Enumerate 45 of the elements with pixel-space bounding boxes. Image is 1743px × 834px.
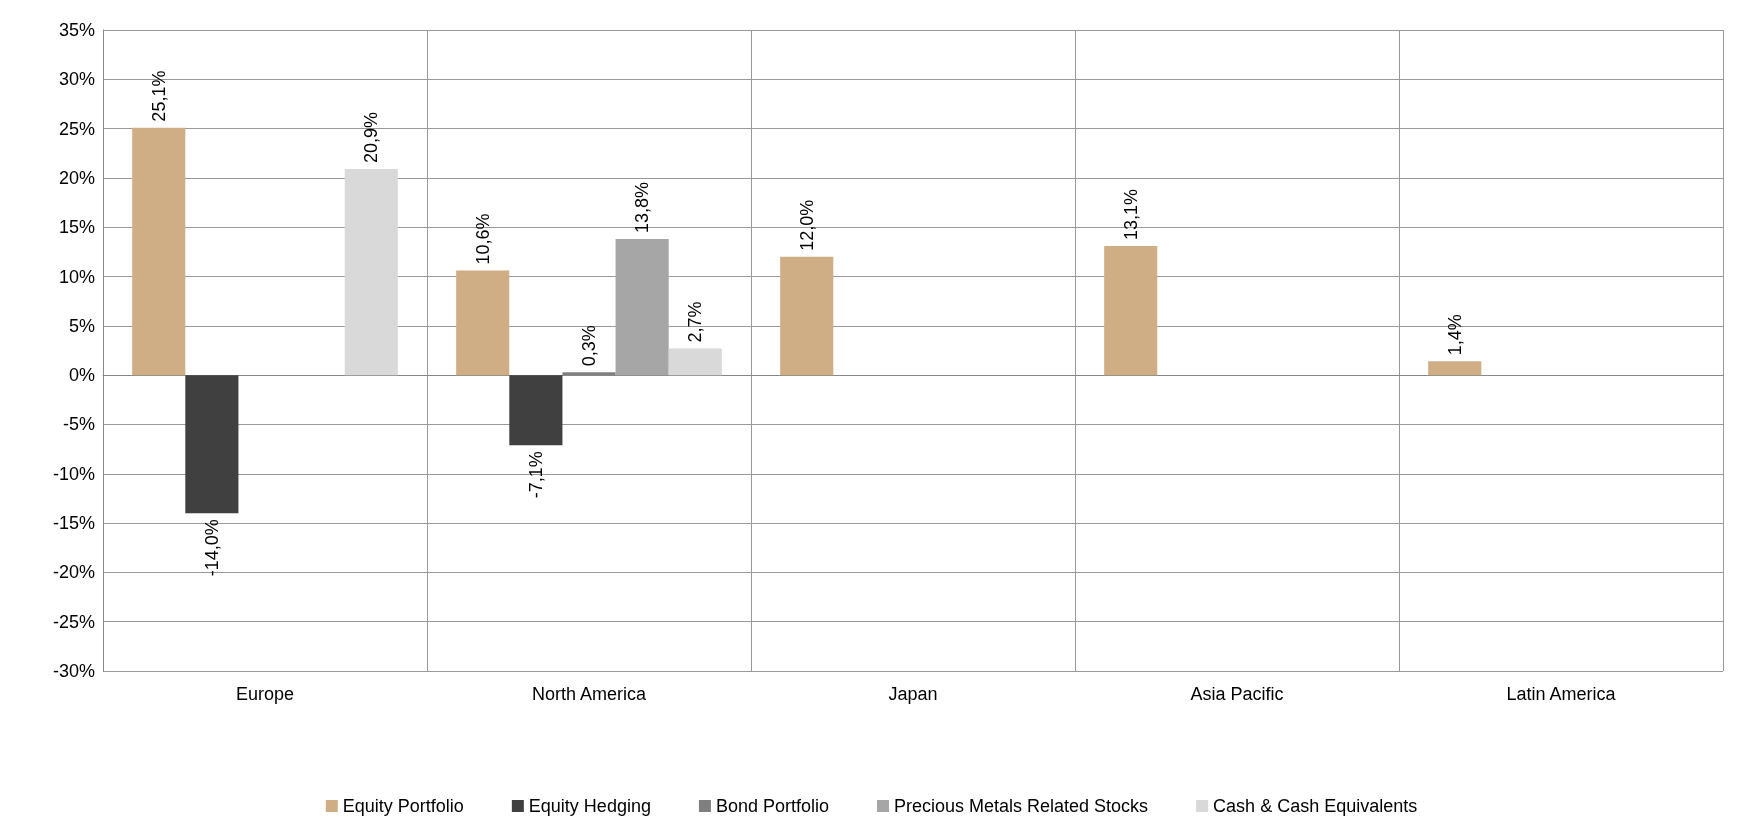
bar xyxy=(456,270,510,376)
y-tick-label: 20% xyxy=(58,167,95,188)
bar xyxy=(132,127,186,376)
data-label: 13,8% xyxy=(632,182,653,234)
y-tick-label: -30% xyxy=(52,661,95,681)
bar xyxy=(1104,245,1158,376)
bar xyxy=(615,239,669,376)
x-tick-label: North America xyxy=(531,684,647,704)
x-tick-label: Latin America xyxy=(1506,684,1617,704)
y-tick-label: 10% xyxy=(58,266,95,287)
legend-label: Equity Hedging xyxy=(528,796,651,816)
y-tick-label: -20% xyxy=(52,562,95,583)
data-label: 12,0% xyxy=(796,199,817,251)
data-label: -14,0% xyxy=(201,519,222,577)
y-tick-label: -5% xyxy=(62,414,95,435)
data-label: 13,1% xyxy=(1120,188,1141,240)
data-label: 25,1% xyxy=(148,70,169,122)
y-tick-label: 25% xyxy=(58,118,95,139)
y-tick-label: -10% xyxy=(52,463,95,484)
data-label: 10,6% xyxy=(472,213,493,265)
y-tick-label: -15% xyxy=(52,513,95,534)
bar xyxy=(344,169,398,376)
legend-label: Equity Portfolio xyxy=(342,796,464,816)
y-tick-label: 35% xyxy=(58,20,95,40)
data-label: 2,7% xyxy=(685,301,706,343)
legend-label: Bond Portfolio xyxy=(715,796,829,816)
bar xyxy=(668,348,722,376)
x-tick-label: Europe xyxy=(235,684,295,704)
y-tick-label: 0% xyxy=(68,365,95,386)
y-tick-label: 30% xyxy=(58,69,95,90)
legend-label: Cash & Cash Equivalents xyxy=(1213,796,1418,816)
x-tick-label: Asia Pacific xyxy=(1190,684,1284,704)
legend-label: Precious Metals Related Stocks xyxy=(894,796,1149,816)
bar xyxy=(185,375,239,514)
data-label: 1,4% xyxy=(1444,314,1465,356)
bar xyxy=(509,375,563,446)
y-tick-label: -25% xyxy=(52,611,95,632)
bar xyxy=(1428,361,1482,376)
bar xyxy=(780,256,834,376)
data-label: -7,1% xyxy=(525,451,546,499)
x-tick-label: Japan xyxy=(888,684,938,704)
data-label: 20,9% xyxy=(361,112,382,164)
y-tick-label: 15% xyxy=(58,217,95,238)
data-label: 0,3% xyxy=(579,325,599,367)
y-tick-label: 5% xyxy=(68,315,95,336)
